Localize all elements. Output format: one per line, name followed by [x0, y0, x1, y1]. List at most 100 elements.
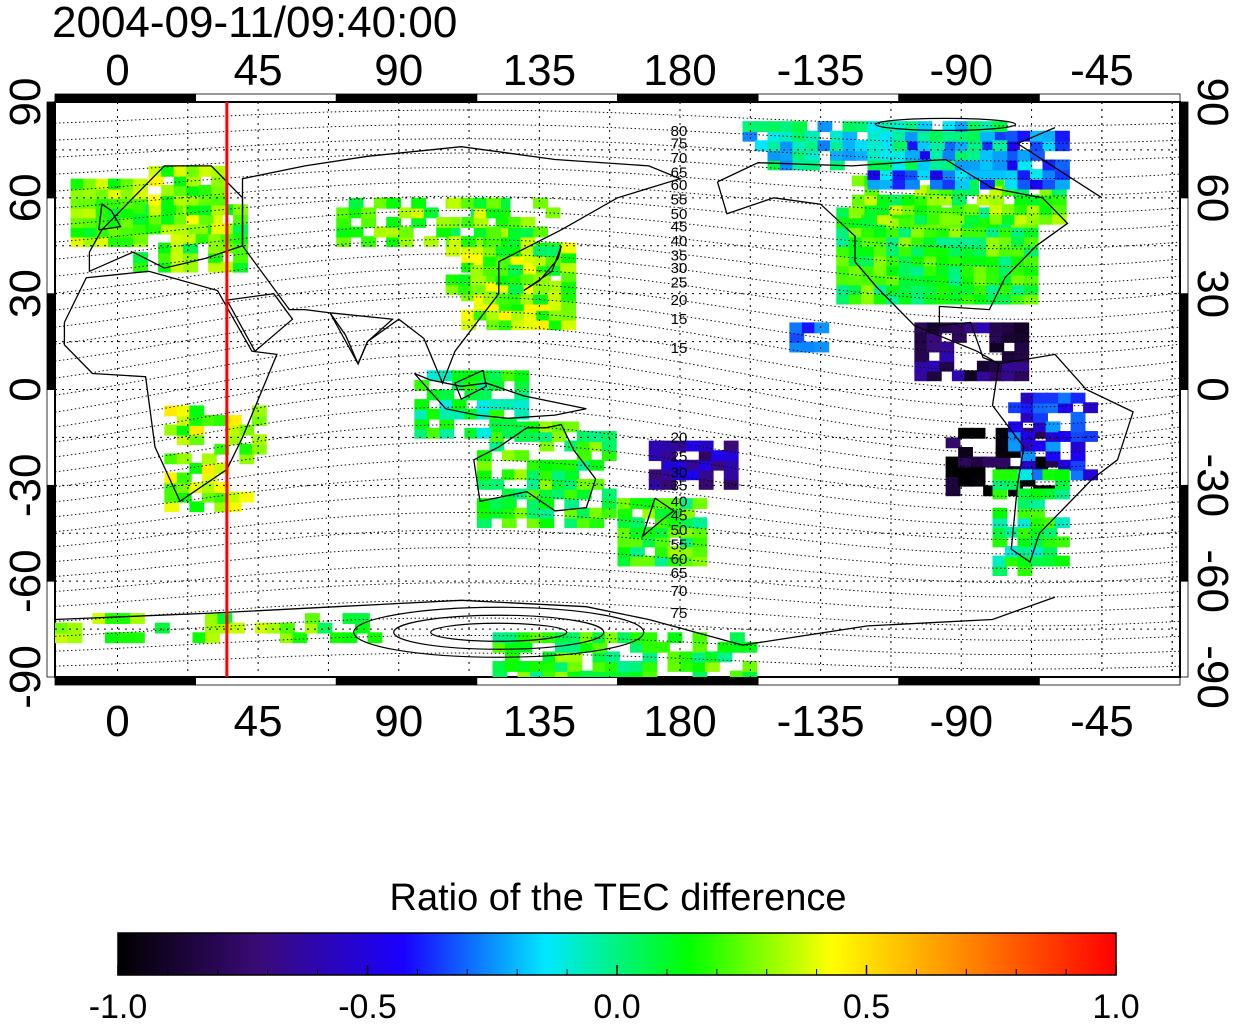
tec-cell	[842, 121, 858, 133]
tec-cell	[686, 440, 702, 452]
tec-cell	[951, 370, 967, 382]
tec-cell	[789, 332, 805, 343]
tec-cell	[789, 341, 805, 353]
tec-cell	[161, 185, 177, 196]
tec-cell	[201, 491, 217, 503]
contour-label: 35	[671, 477, 688, 494]
tec-cell	[492, 670, 508, 677]
tec-cell	[495, 207, 511, 219]
tec-cell	[386, 236, 402, 248]
tec-cell	[964, 204, 980, 216]
tec-cell	[411, 207, 427, 219]
tec-cell	[992, 517, 1008, 529]
tec-cell	[970, 466, 986, 478]
tec-cell	[511, 319, 527, 331]
tec-cell	[476, 469, 492, 481]
tec-cell	[980, 140, 995, 152]
tec-cell	[539, 498, 555, 509]
tec-cell	[526, 517, 542, 529]
tec-cell	[1042, 546, 1058, 557]
tec-cell	[983, 485, 998, 497]
mlat-contour	[55, 476, 1180, 526]
strip-segment	[617, 676, 759, 686]
tec-cell	[1005, 478, 1020, 490]
tec-cell	[1005, 555, 1020, 567]
tec-cell	[692, 498, 708, 509]
tec-cell	[986, 274, 1002, 286]
tec-cell	[992, 149, 1008, 161]
tec-cell	[945, 485, 961, 497]
tec-cell	[511, 300, 527, 311]
tec-cell	[148, 213, 164, 225]
tec-cell	[914, 204, 930, 216]
tec-cell	[942, 159, 958, 171]
y-tick-left: -60	[1, 549, 50, 613]
tec-cell	[955, 178, 970, 190]
tec-cell	[551, 478, 567, 490]
tec-cell	[173, 194, 189, 206]
tec-cell	[680, 526, 695, 538]
tec-cell	[520, 226, 536, 238]
tec-cell	[173, 185, 189, 196]
tec-cell	[867, 149, 883, 161]
tec-cell	[661, 478, 677, 490]
tec-cell	[998, 236, 1014, 248]
colorbar-tick-label: 1.0	[1092, 988, 1139, 1024]
tec-cell	[1033, 392, 1048, 404]
tec-cell	[995, 456, 1011, 468]
tec-cell	[564, 507, 580, 519]
tec-cell	[176, 424, 192, 436]
tec-cell	[730, 670, 745, 677]
mlat-contour	[55, 459, 1180, 512]
y-axis-left-labels: 90 60 30 0 -30 -60 -90	[1, 78, 50, 709]
tec-cell	[476, 507, 492, 519]
tec-cell	[495, 217, 511, 228]
tec-cell	[161, 213, 177, 225]
tec-cell	[476, 379, 492, 391]
tec-cell	[792, 140, 808, 152]
colorbar-title: Ratio of the TEC difference	[390, 877, 847, 919]
tec-cell	[233, 242, 248, 254]
tec-cell	[476, 408, 492, 420]
tec-cell	[1030, 149, 1045, 161]
tec-cell	[483, 293, 498, 305]
tec-cell	[561, 252, 577, 263]
tec-cell	[1042, 140, 1058, 152]
tec-cell	[930, 140, 945, 152]
x-tick-top: 90	[374, 46, 423, 95]
tec-cell	[233, 252, 248, 263]
colorbar-tick-label: -1.0	[89, 988, 148, 1024]
tec-cell	[201, 415, 217, 426]
tec-cell	[1033, 427, 1048, 439]
tec-cell	[817, 140, 833, 152]
tec-cell	[914, 185, 930, 196]
tec-cell	[973, 264, 989, 276]
tec-cell	[648, 469, 664, 481]
tec-cell	[201, 453, 217, 465]
tec-cell	[601, 450, 617, 462]
tec-cell	[495, 236, 511, 248]
tec-cell	[936, 284, 952, 295]
tec-cell	[630, 526, 645, 538]
mlat-contour	[55, 512, 1180, 555]
tec-cell	[605, 670, 620, 677]
strip-segment	[1179, 389, 1189, 486]
tec-cell	[989, 194, 1005, 206]
tec-cell	[530, 661, 545, 672]
tec-cell	[989, 360, 1005, 372]
tec-cell	[501, 450, 517, 462]
tec-cell	[461, 261, 477, 273]
tec-cell	[501, 399, 517, 410]
tec-cell	[667, 546, 683, 557]
tec-cell	[1023, 226, 1039, 238]
tec-cell	[855, 121, 870, 133]
tec-cell	[567, 651, 583, 663]
tec-cell	[120, 236, 136, 248]
tec-cell	[148, 165, 164, 177]
strip-segment	[1179, 101, 1189, 199]
tec-cell	[1014, 341, 1030, 353]
tec-cell	[514, 421, 530, 433]
contour-label: 45	[671, 508, 688, 525]
tec-cell	[655, 641, 670, 653]
mlat-contour	[55, 253, 1180, 303]
